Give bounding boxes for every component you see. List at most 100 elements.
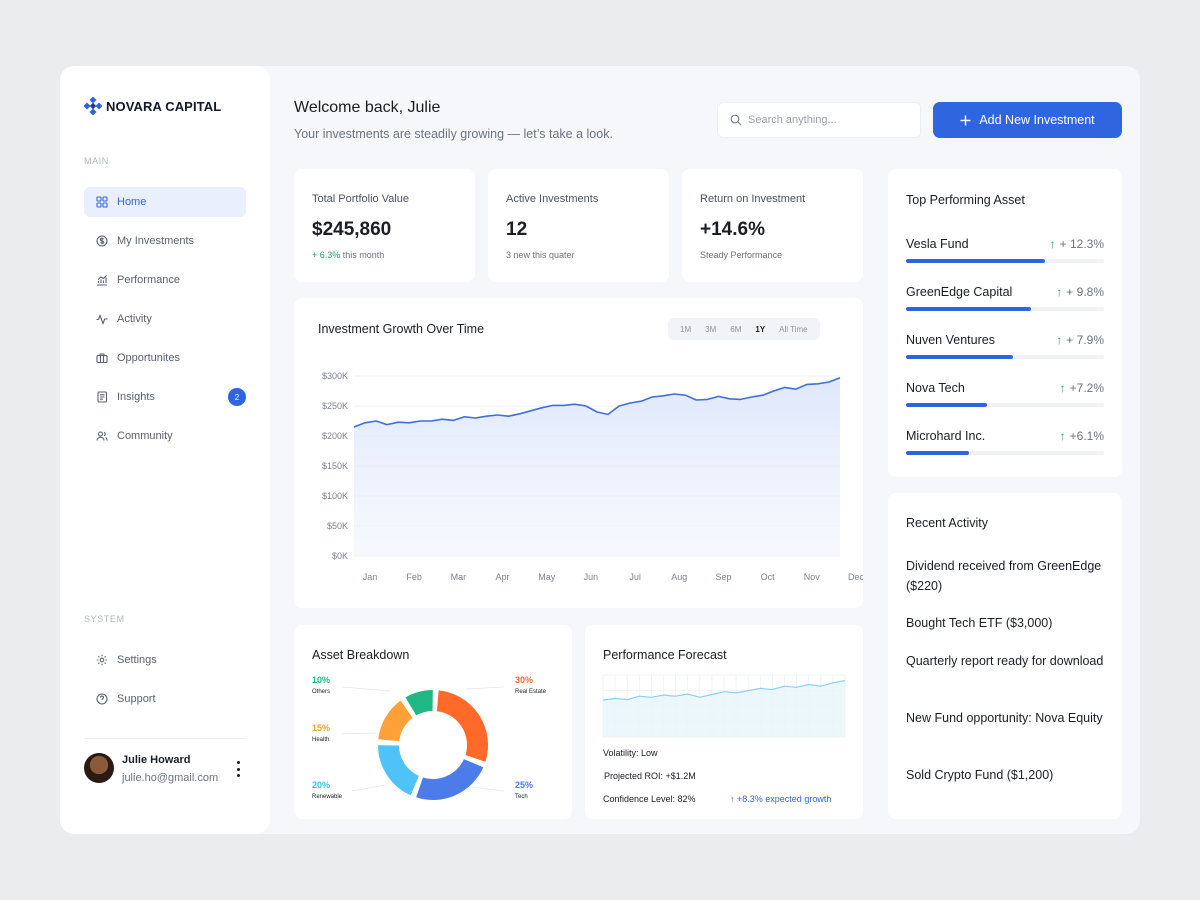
- growth-line-chart: $0K $50K $100K $150K $200K $250K $300K Jan Feb Ma…: [322, 371, 863, 582]
- kpi-value: $245,860: [312, 219, 392, 240]
- asset-change-value: +7.2%: [1069, 381, 1104, 395]
- slice-name-label: Real Estate: [515, 689, 547, 695]
- plus-icon: [960, 115, 971, 125]
- y-tick-label: $0K: [332, 551, 348, 561]
- activity-item[interactable]: Sold Crypto Fund ($1,200): [906, 768, 1054, 782]
- asset-progress-bar: [906, 355, 1013, 359]
- x-tick-label: Aug: [671, 572, 687, 582]
- donut-slice: [376, 743, 422, 798]
- chart-icon: [96, 274, 108, 286]
- range-3m[interactable]: 3M: [705, 324, 717, 334]
- help-circle-icon: [96, 693, 108, 705]
- range-6m[interactable]: 6M: [730, 324, 742, 334]
- donut-slice: [403, 688, 435, 718]
- main-section-label: MAIN: [84, 156, 109, 166]
- page-subtitle: Your investments are steadily growing — …: [294, 127, 613, 141]
- slice-percent-label: 30%: [515, 675, 533, 685]
- asset-name: Nuven Ventures: [906, 333, 995, 347]
- y-tick-label: $100K: [322, 491, 348, 501]
- arrow-up-icon: ↑: [1049, 237, 1056, 251]
- arrow-up-icon: ↑: [1056, 285, 1063, 299]
- x-tick-label: Nov: [804, 572, 821, 582]
- range-1m[interactable]: 1M: [680, 324, 692, 334]
- growth-line: [353, 377, 841, 428]
- brand-logo[interactable]: NOVARA CAPITAL: [84, 97, 221, 115]
- user-name: Julie Howard: [122, 754, 191, 766]
- sidebar: NOVARA CAPITAL MAIN Home My Investments …: [60, 66, 270, 834]
- add-new-investment-button[interactable]: Add New Investment: [933, 102, 1122, 138]
- page-title: Welcome back, Julie: [294, 99, 441, 116]
- activity-item[interactable]: Quarterly report ready for download: [906, 654, 1104, 668]
- top-assets-title: Top Performing Asset: [906, 193, 1025, 207]
- more-options-icon[interactable]: [236, 761, 240, 777]
- asset-name: GreenEdge Capital: [906, 285, 1013, 299]
- expected-growth: ↑ +8.3% expected growth: [730, 794, 831, 804]
- asset-name: Microhard Inc.: [906, 429, 986, 443]
- x-tick-label: Jun: [584, 572, 599, 582]
- sidebar-item-insights[interactable]: Insights 2: [84, 382, 246, 412]
- sidebar-item-home[interactable]: Home: [84, 187, 246, 217]
- x-tick-label: Oct: [761, 572, 776, 582]
- kpi-note: 3 new this quater: [506, 250, 575, 260]
- slice-percent-label: 25%: [515, 780, 533, 790]
- label-leader-line: [341, 732, 377, 735]
- sidebar-item-activity[interactable]: Activity: [84, 304, 246, 334]
- slice-percent-label: 10%: [312, 675, 330, 685]
- slice-name-label: Tech: [515, 794, 528, 800]
- performance-forecast-card: Performance Forecast Volatility: Low Pro…: [585, 625, 863, 819]
- sidebar-item-community[interactable]: Community: [84, 421, 246, 451]
- activity-item[interactable]: Dividend received from GreenEdge ($220): [906, 559, 1102, 593]
- slice-percent-label: 20%: [312, 780, 330, 790]
- forecast-title: Performance Forecast: [603, 648, 727, 662]
- growth-area: [354, 377, 840, 556]
- system-nav: Settings Support: [84, 645, 246, 723]
- asset-change-value: + 7.9%: [1066, 333, 1104, 347]
- label-leader-line: [465, 686, 505, 690]
- label-leader-line: [341, 686, 391, 692]
- y-tick-label: $250K: [322, 401, 348, 411]
- user-profile[interactable]: Julie Howard julie.ho@gmail.com: [84, 738, 246, 798]
- activity-item[interactable]: New Fund opportunity: Nova Equity: [906, 711, 1103, 725]
- asset-name: Vesla Fund: [906, 237, 969, 251]
- sidebar-item-label: Insights: [117, 391, 155, 403]
- sidebar-item-support[interactable]: Support: [84, 684, 246, 714]
- kpi-value: 12: [506, 219, 528, 240]
- arrow-up-icon: ↑: [1056, 333, 1063, 347]
- search-input[interactable]: [748, 114, 908, 126]
- user-email: julie.ho@gmail.com: [122, 772, 219, 784]
- asset-progress-bar: [906, 451, 970, 455]
- kpi-note-text: this month: [340, 250, 385, 260]
- sidebar-item-my-investments[interactable]: My Investments: [84, 226, 246, 256]
- asset-change: ↑ +7.2%: [1060, 381, 1104, 395]
- kpi-note: + 6.3% this month: [312, 250, 384, 260]
- search-box[interactable]: [717, 102, 921, 138]
- projected-roi-text: Projected ROI: +$1.2M: [604, 771, 696, 781]
- asset-progress-track: [906, 307, 1104, 311]
- activity-item[interactable]: Bought Tech ETF ($3,000): [906, 616, 1053, 630]
- growth-chart-card: Investment Growth Over Time 1M 3M 6M 1Y …: [294, 298, 863, 608]
- sidebar-item-settings[interactable]: Settings: [84, 645, 246, 675]
- y-tick-label: $200K: [322, 431, 348, 441]
- pulse-icon: [96, 313, 108, 325]
- system-section-label: SYSTEM: [84, 614, 125, 624]
- kpi-value: +14.6%: [700, 219, 765, 240]
- sidebar-item-opportunites[interactable]: Opportunites: [84, 343, 246, 373]
- avatar[interactable]: [84, 753, 114, 783]
- kpi-card-portfolio-value: Total Portfolio Value $245,860 + 6.3% th…: [294, 169, 475, 282]
- slice-percent-label: 15%: [312, 723, 330, 733]
- sidebar-item-performance[interactable]: Performance: [84, 265, 246, 295]
- brand-name: NOVARA CAPITAL: [106, 98, 222, 114]
- range-1y[interactable]: 1Y: [755, 324, 766, 334]
- asset-progress-bar: [906, 307, 1031, 311]
- grid-icon: [96, 196, 108, 208]
- donut-slice: [413, 756, 486, 802]
- kpi-label: Total Portfolio Value: [312, 193, 410, 205]
- add-button-label: Add New Investment: [979, 113, 1095, 127]
- asset-progress-track: [906, 451, 1104, 455]
- forecast-line: [602, 680, 846, 701]
- sidebar-item-label: Settings: [117, 654, 157, 666]
- sidebar-item-label: Activity: [117, 313, 152, 325]
- asset-progress-bar: [906, 259, 1045, 263]
- range-all-time[interactable]: All Time: [779, 324, 808, 334]
- label-leader-line: [351, 784, 387, 792]
